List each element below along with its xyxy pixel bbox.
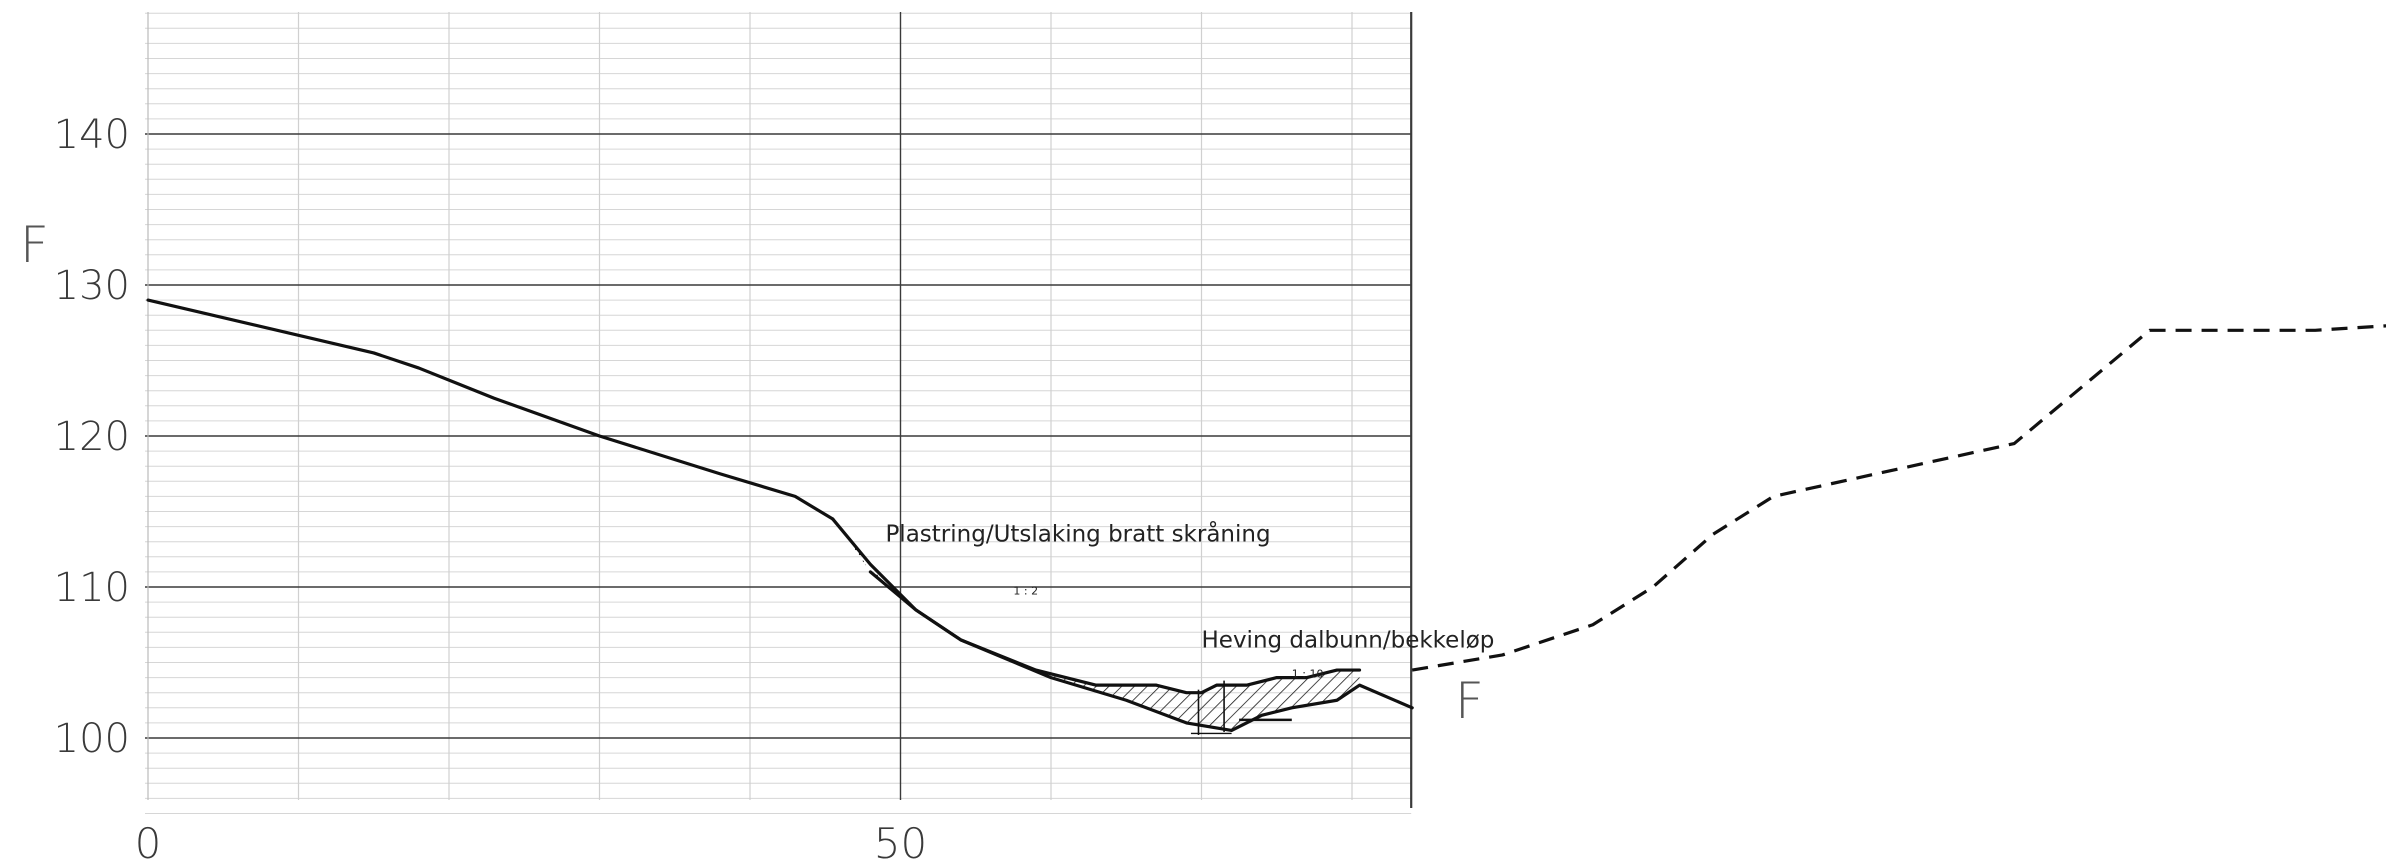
x-tick-label: 50 [874,819,927,865]
y-tick-label: 120 [54,414,130,460]
annotation-stone-pitching: Plastring/Utslaking bratt skråning [885,520,1270,548]
slope-ratio-1-10: 1 : 10 [1292,668,1324,681]
x-axis: 0 50 [135,819,928,865]
annotations: Plastring/Utslaking bratt skråning Hevin… [885,520,1494,681]
slope-ratio-1-2: 1 : 2 [1013,585,1038,598]
section-marker-left: F [20,216,49,274]
fill-areas [832,519,1360,731]
y-tick-label: 130 [54,263,130,309]
annotation-valley-floor: Heving dalbunn/bekkeløp [1202,627,1495,653]
construction-details [1190,680,1292,735]
profile-lines [146,298,2386,733]
y-tick-label: 100 [54,716,130,762]
profile-line-3 [868,570,1414,733]
minor-grid [145,12,1412,814]
x-tick-label: 0 [135,819,162,865]
profile-line-4 [1411,324,2386,672]
section-marker-right: F [1455,672,1484,730]
y-tick-label: 140 [54,112,130,158]
profile-line-1 [146,298,835,521]
major-grid [145,12,1413,808]
y-axis: 100 110 120 130 140 [54,112,130,762]
y-tick-label: 110 [54,565,130,611]
